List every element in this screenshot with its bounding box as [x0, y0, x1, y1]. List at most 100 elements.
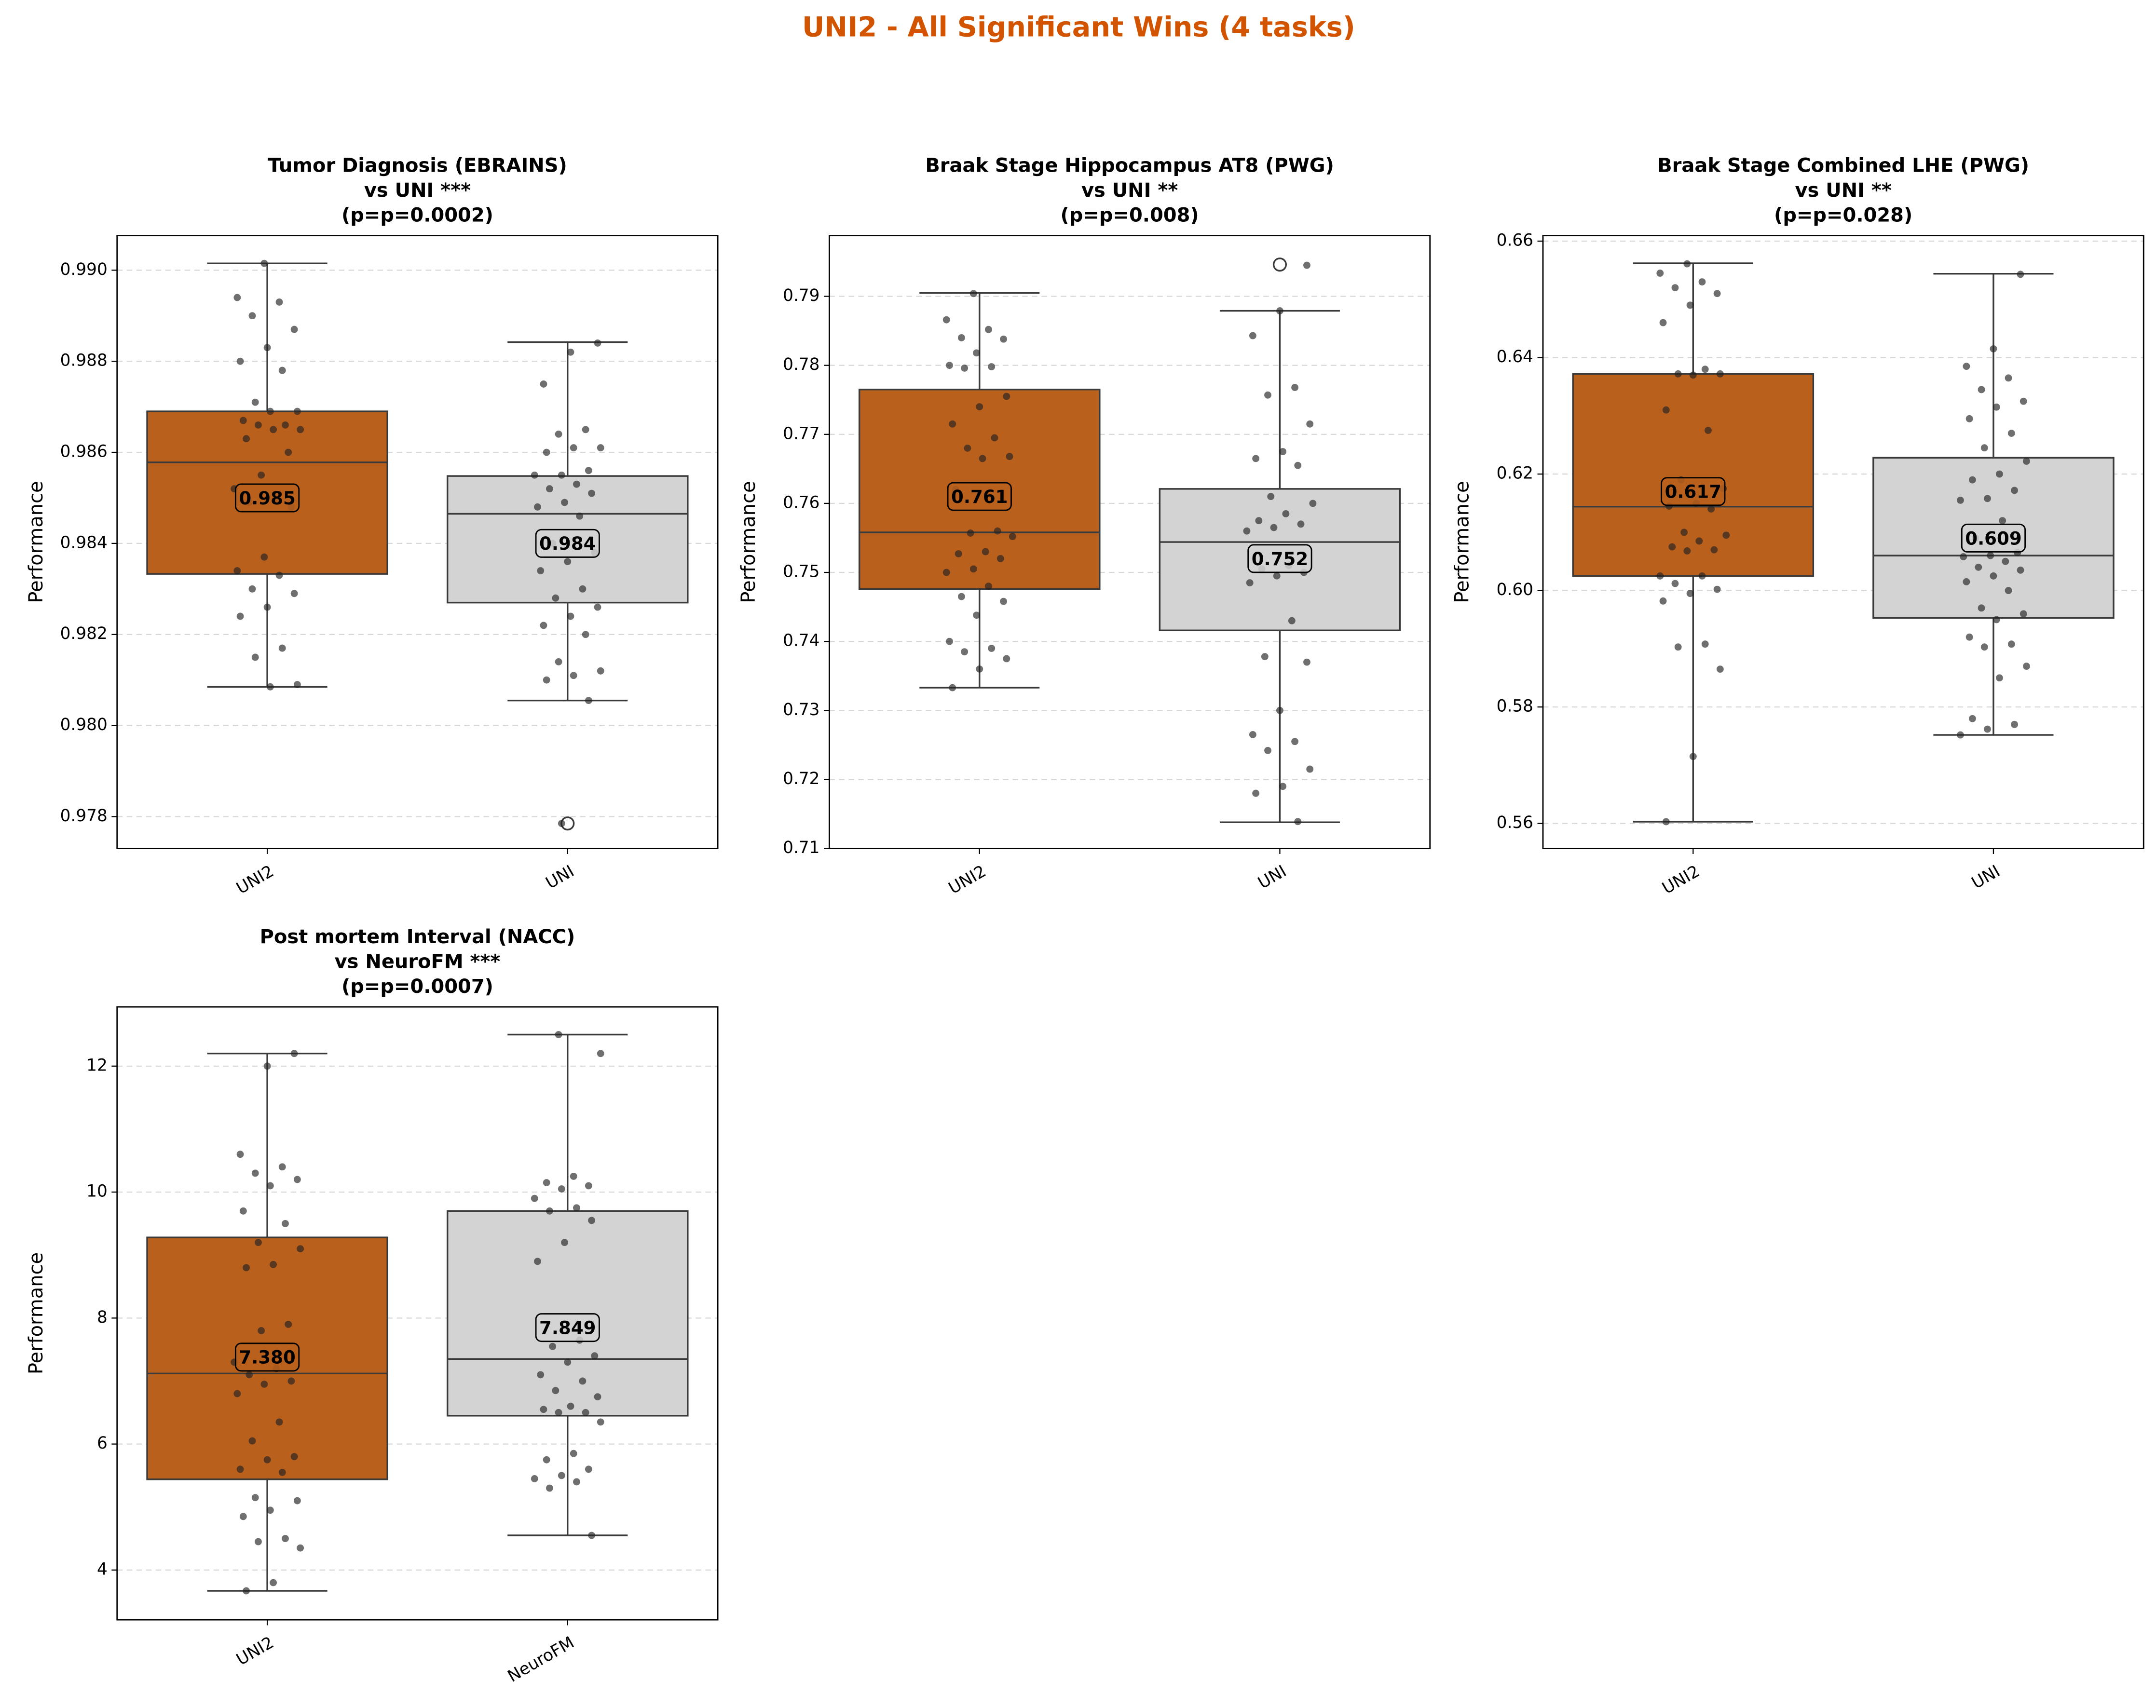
- data-point: [1306, 765, 1314, 773]
- data-point: [1963, 363, 1970, 370]
- data-point: [282, 1220, 289, 1227]
- data-point: [1968, 476, 1976, 484]
- data-point: [579, 1377, 587, 1385]
- data-point: [543, 1179, 550, 1186]
- y-tick-label: 0.73: [783, 700, 819, 719]
- data-point: [1282, 510, 1290, 517]
- data-point: [275, 298, 283, 306]
- data-point: [585, 1465, 592, 1473]
- y-tick-label: 0.74: [783, 631, 819, 651]
- data-point: [546, 1484, 553, 1492]
- data-point: [2020, 397, 2027, 405]
- data-point: [591, 1352, 599, 1360]
- data-point: [1279, 448, 1287, 455]
- axes-frame: [829, 235, 1431, 850]
- box: [1572, 373, 1815, 577]
- data-point: [558, 1472, 565, 1479]
- data-point: [537, 567, 545, 574]
- mean-label-box: [234, 1342, 300, 1372]
- data-point: [552, 594, 559, 602]
- y-tick-label: 0.978: [60, 806, 108, 826]
- y-tick-label: 0.77: [783, 424, 819, 443]
- data-point: [1659, 597, 1667, 605]
- data-point: [251, 398, 259, 406]
- data-point: [270, 1579, 277, 1586]
- data-point: [1984, 495, 1991, 502]
- data-point: [2023, 663, 2030, 670]
- data-point: [2007, 430, 2015, 437]
- data-point: [1710, 546, 1718, 554]
- data-point: [1273, 572, 1281, 580]
- data-point: [582, 426, 589, 434]
- mean-label-box: [535, 1313, 600, 1342]
- flier: [1272, 258, 1287, 272]
- data-point: [233, 567, 241, 574]
- figure-title: UNI2 - All Significant Wins (4 tasks): [802, 12, 1355, 43]
- data-point: [549, 1342, 557, 1350]
- data-point: [243, 1587, 250, 1595]
- data-point: [988, 645, 996, 652]
- data-point: [275, 571, 283, 579]
- y-tick-label: 12: [86, 1056, 108, 1075]
- data-point: [1716, 665, 1724, 673]
- data-point: [555, 430, 562, 438]
- data-point: [251, 1169, 259, 1177]
- data-point: [982, 548, 989, 556]
- subplot: Tumor Diagnosis (EBRAINS)vs UNI ***(p=p=…: [25, 155, 719, 898]
- data-point: [263, 1456, 271, 1464]
- data-point: [1992, 616, 2000, 624]
- data-point: [243, 435, 250, 443]
- data-point: [1264, 391, 1271, 399]
- y-tick-label: 0.76: [783, 493, 819, 512]
- mean-label: 0.984: [539, 533, 596, 554]
- subplot-title: Tumor Diagnosis (EBRAINS): [268, 155, 567, 177]
- y-tick-label: 0.79: [783, 286, 819, 305]
- mean-label-box: [1247, 544, 1312, 573]
- data-point: [2005, 374, 2012, 382]
- data-point: [573, 1204, 580, 1212]
- data-point: [996, 555, 1004, 562]
- data-point: [1990, 345, 1997, 352]
- data-point: [1707, 505, 1715, 513]
- data-point: [266, 407, 274, 415]
- data-point: [1246, 579, 1254, 586]
- data-point: [1000, 335, 1008, 343]
- data-point: [1243, 527, 1251, 535]
- data-point: [275, 1418, 283, 1426]
- data-point: [1683, 547, 1691, 555]
- data-point: [270, 1261, 277, 1268]
- data-point: [1980, 643, 1988, 651]
- data-point: [2002, 557, 2009, 565]
- data-point: [969, 290, 977, 298]
- y-tick-label: 0.71: [783, 838, 819, 857]
- data-point: [236, 612, 244, 620]
- data-point: [973, 611, 980, 619]
- data-point: [1294, 818, 1302, 826]
- data-point: [1297, 520, 1305, 528]
- mean-label: 0.752: [1252, 549, 1308, 569]
- y-tick-label: 0.58: [1497, 697, 1533, 716]
- data-point: [540, 622, 547, 629]
- data-point: [236, 1465, 244, 1473]
- data-point: [570, 1450, 577, 1457]
- y-tick-label: 10: [86, 1182, 108, 1201]
- data-point: [278, 1468, 286, 1476]
- data-point: [546, 485, 553, 493]
- data-point: [976, 665, 983, 673]
- data-point: [233, 1390, 241, 1397]
- y-axis-label: Performance: [25, 1252, 47, 1374]
- data-point: [594, 1393, 601, 1401]
- data-point: [1701, 366, 1709, 373]
- data-point: [552, 1387, 559, 1394]
- subplot-title: Post mortem Interval (NACC): [260, 926, 575, 948]
- data-point: [1294, 461, 1302, 469]
- data-point: [949, 684, 956, 691]
- data-point: [258, 1327, 265, 1334]
- data-point: [233, 294, 241, 301]
- data-point: [570, 444, 577, 452]
- data-point: [1716, 370, 1724, 378]
- mean-label-box: [1661, 477, 1726, 506]
- data-point: [293, 681, 301, 689]
- data-point: [1279, 783, 1287, 790]
- y-tick-label: 0.982: [60, 624, 108, 643]
